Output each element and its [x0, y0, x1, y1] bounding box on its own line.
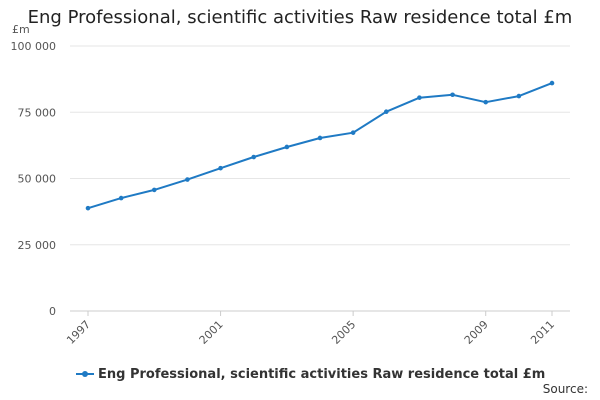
data-point — [118, 195, 124, 201]
data-point — [317, 135, 323, 141]
y-tick-labels: 0 25 000 50 000 75 000 100 000 £m — [11, 23, 57, 318]
data-point — [284, 144, 290, 150]
x-tick-label: 2011 — [528, 318, 557, 347]
data-point — [516, 93, 522, 99]
x-tick-label: 2009 — [462, 318, 491, 347]
chart-title: Eng Professional, scientific activities … — [27, 7, 573, 28]
legend[interactable]: Eng Professional, scientific activities … — [76, 366, 545, 382]
series-layer — [85, 80, 555, 211]
data-point — [450, 92, 455, 98]
series-line — [87, 82, 553, 210]
data-point — [85, 205, 91, 211]
y-tick-label: 75 000 — [18, 106, 57, 119]
data-point — [350, 130, 356, 135]
legend-dot — [82, 371, 88, 377]
y-tick-label: 50 000 — [18, 173, 57, 186]
grid-lines — [70, 45, 570, 246]
x-tick-label: 1997 — [64, 318, 93, 347]
data-point — [549, 80, 555, 86]
data-point — [151, 187, 157, 193]
y-tick-label: 100 000 — [11, 40, 57, 53]
legend-label: Eng Professional, scientific activities … — [98, 366, 546, 382]
x-tick-label: 2001 — [197, 318, 226, 347]
data-point — [185, 177, 190, 182]
data-point — [218, 165, 223, 171]
y-tick-label: 25 000 — [18, 239, 57, 252]
x-tick-labels: 1997 2001 2005 2009 2011 — [64, 311, 557, 347]
legend-marker — [76, 366, 94, 382]
y-tick-label: 0 — [49, 305, 56, 318]
data-point — [383, 109, 389, 115]
x-tick-label: 2005 — [329, 318, 358, 347]
data-point — [417, 95, 422, 100]
data-point — [251, 154, 257, 160]
y-axis-unit-label: £m — [12, 23, 30, 36]
data-point — [483, 99, 489, 105]
source-label: Source: — [542, 382, 588, 396]
